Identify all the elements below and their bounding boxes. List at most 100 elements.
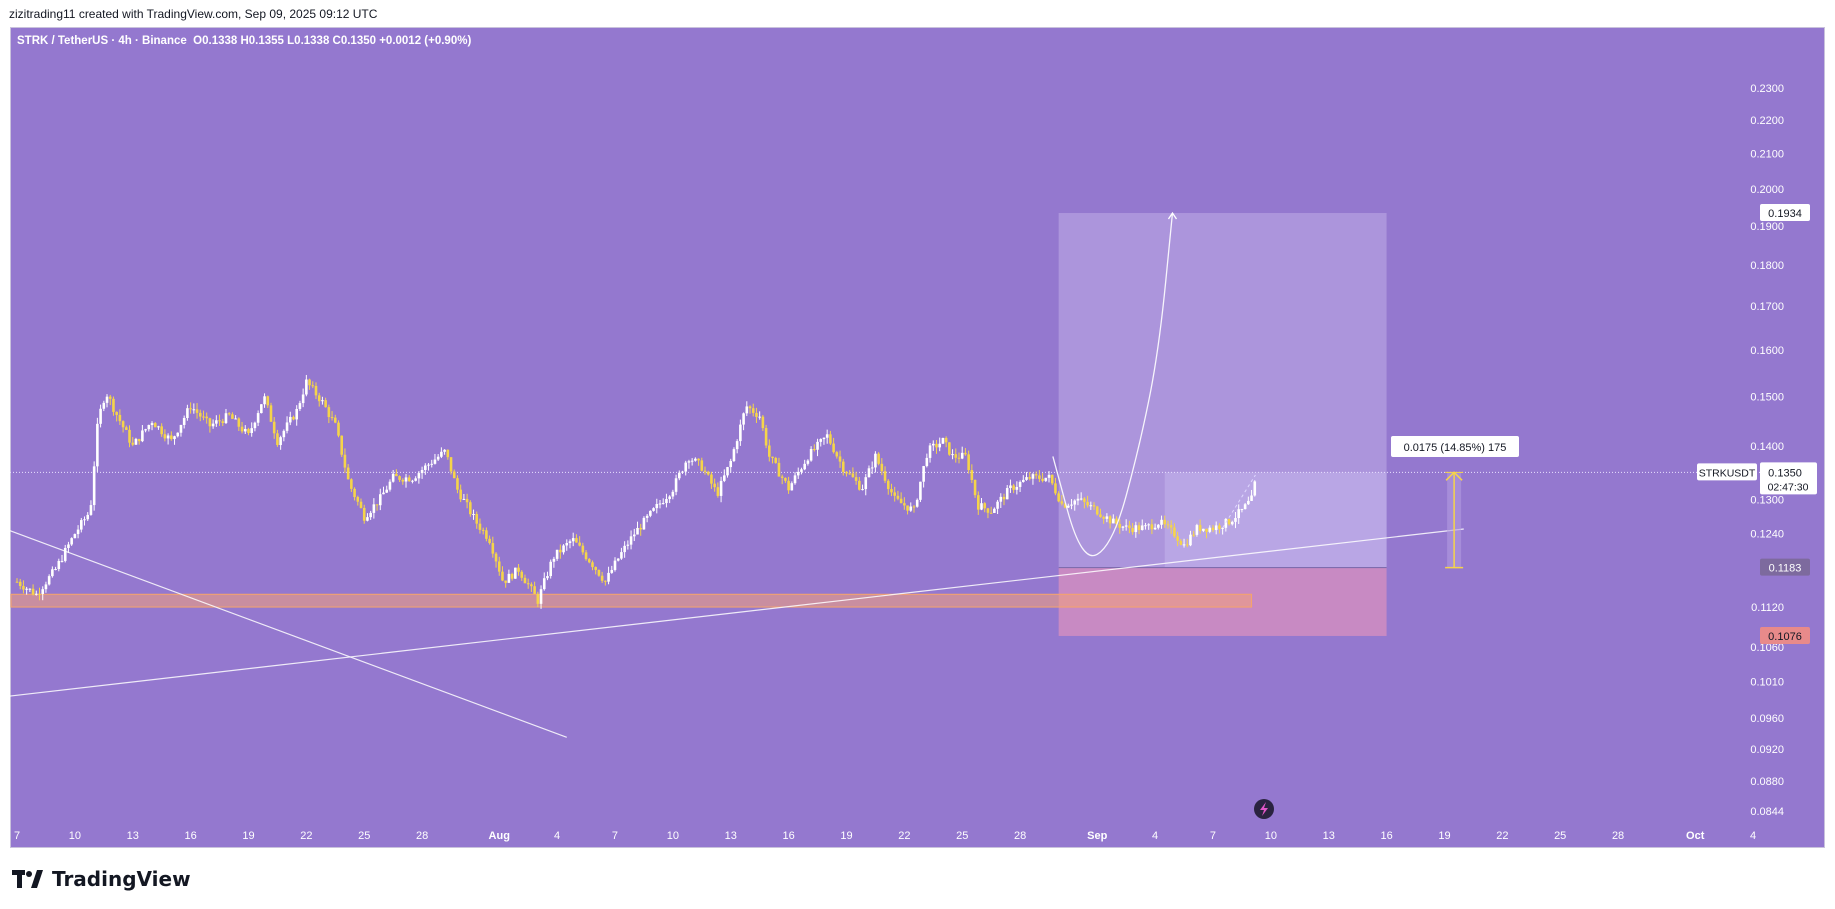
candle-body bbox=[874, 453, 877, 468]
dashed-projection bbox=[1222, 474, 1256, 529]
candle-body bbox=[748, 406, 752, 409]
candle-body bbox=[1234, 518, 1237, 522]
candle-body bbox=[1034, 474, 1038, 476]
candle-body bbox=[565, 543, 569, 546]
position-active-range[interactable] bbox=[1164, 472, 1387, 568]
tradingview-logo[interactable]: TradingView bbox=[12, 866, 191, 892]
x-tick-label: 16 bbox=[782, 830, 794, 842]
candle-body bbox=[1218, 525, 1221, 529]
candle-body bbox=[1121, 526, 1125, 528]
current-price-tag: 0.1350 bbox=[1768, 467, 1802, 479]
candle-body bbox=[1041, 478, 1044, 481]
candle-body bbox=[575, 538, 578, 543]
y-tick-label: 0.1060 bbox=[1750, 642, 1784, 654]
candle-body bbox=[430, 463, 434, 465]
candle-body bbox=[893, 492, 896, 496]
y-tick-label: 0.1120 bbox=[1751, 602, 1784, 614]
candle-body bbox=[845, 471, 848, 474]
candle-body bbox=[694, 458, 697, 461]
candle-body bbox=[620, 552, 623, 559]
candle-body bbox=[452, 471, 456, 479]
rising-trendline[interactable] bbox=[9, 528, 1464, 697]
candle-body bbox=[517, 567, 520, 572]
candle-body bbox=[317, 395, 321, 402]
candle-body bbox=[324, 400, 327, 408]
candle-body bbox=[970, 470, 974, 480]
candle-body bbox=[546, 576, 549, 579]
x-tick-label: 16 bbox=[184, 830, 196, 842]
measure-label-box bbox=[1391, 436, 1519, 457]
candle-body bbox=[890, 489, 893, 493]
candle-body bbox=[729, 461, 733, 468]
candle-body bbox=[536, 593, 540, 604]
candle-body bbox=[1163, 519, 1167, 525]
x-tick-label: 10 bbox=[69, 830, 81, 842]
candle-body bbox=[179, 424, 183, 433]
x-tick-label: 28 bbox=[1014, 830, 1026, 842]
x-tick-label: 7 bbox=[612, 830, 618, 842]
x-tick-label: 19 bbox=[1438, 830, 1450, 842]
projection-curve[interactable] bbox=[1052, 212, 1174, 557]
candle-body bbox=[523, 577, 527, 584]
candle-body bbox=[1128, 525, 1131, 529]
candle-body bbox=[128, 429, 131, 443]
candle-body bbox=[288, 416, 292, 423]
candle-body bbox=[1047, 474, 1051, 478]
candle-body bbox=[697, 458, 700, 461]
candle-body bbox=[639, 527, 643, 530]
candle-body bbox=[671, 491, 675, 497]
candle-body bbox=[443, 449, 446, 452]
candle-body bbox=[768, 445, 771, 457]
candle-body bbox=[700, 460, 704, 471]
y-tick-label: 0.1900 bbox=[1750, 221, 1784, 233]
candle-body bbox=[337, 422, 340, 436]
candle-body bbox=[1089, 505, 1093, 507]
x-tick-label: Oct bbox=[1686, 830, 1705, 842]
candle-body bbox=[1205, 528, 1208, 532]
candle-body bbox=[771, 456, 774, 458]
candle-body bbox=[266, 396, 270, 406]
candle-body bbox=[1009, 485, 1012, 489]
candle-body bbox=[587, 559, 591, 563]
candle-body bbox=[105, 396, 109, 403]
candle-body bbox=[243, 428, 247, 432]
candle-body bbox=[809, 449, 813, 461]
candle-body bbox=[99, 408, 102, 424]
candle-body bbox=[305, 379, 308, 395]
candle-body bbox=[192, 409, 196, 411]
candle-body bbox=[957, 457, 961, 459]
candle-body bbox=[333, 417, 337, 423]
candle-body bbox=[571, 538, 575, 542]
candle-body bbox=[1166, 524, 1170, 526]
candle-body bbox=[610, 569, 614, 573]
candle-body bbox=[861, 489, 864, 491]
chart-area[interactable] bbox=[10, 27, 1825, 848]
candle-body bbox=[497, 561, 501, 572]
candle-body bbox=[764, 428, 768, 446]
support-zone[interactable] bbox=[10, 593, 1253, 608]
candle-body bbox=[456, 478, 459, 490]
candle-body bbox=[1185, 544, 1189, 546]
candle-body bbox=[427, 464, 430, 466]
x-tick-label: 25 bbox=[1554, 830, 1566, 842]
candle-body bbox=[886, 480, 890, 490]
candle-body bbox=[485, 530, 488, 539]
candle-body bbox=[906, 505, 909, 511]
candle-body bbox=[980, 503, 983, 510]
x-tick-label: 13 bbox=[1323, 830, 1335, 842]
candle-body bbox=[263, 396, 266, 405]
candle-body bbox=[41, 589, 45, 594]
candle-body bbox=[851, 473, 855, 478]
candle-body bbox=[661, 503, 665, 505]
candle-body bbox=[1153, 527, 1157, 530]
candle-body bbox=[1057, 493, 1060, 502]
falling-trendline[interactable] bbox=[9, 530, 567, 738]
candle-body bbox=[903, 503, 906, 506]
candle-body bbox=[67, 544, 70, 548]
candle-body bbox=[407, 477, 411, 482]
candle-body bbox=[719, 480, 723, 496]
candle-body bbox=[835, 452, 839, 457]
projection-arrowhead bbox=[1167, 211, 1178, 220]
candle-body bbox=[677, 472, 681, 479]
